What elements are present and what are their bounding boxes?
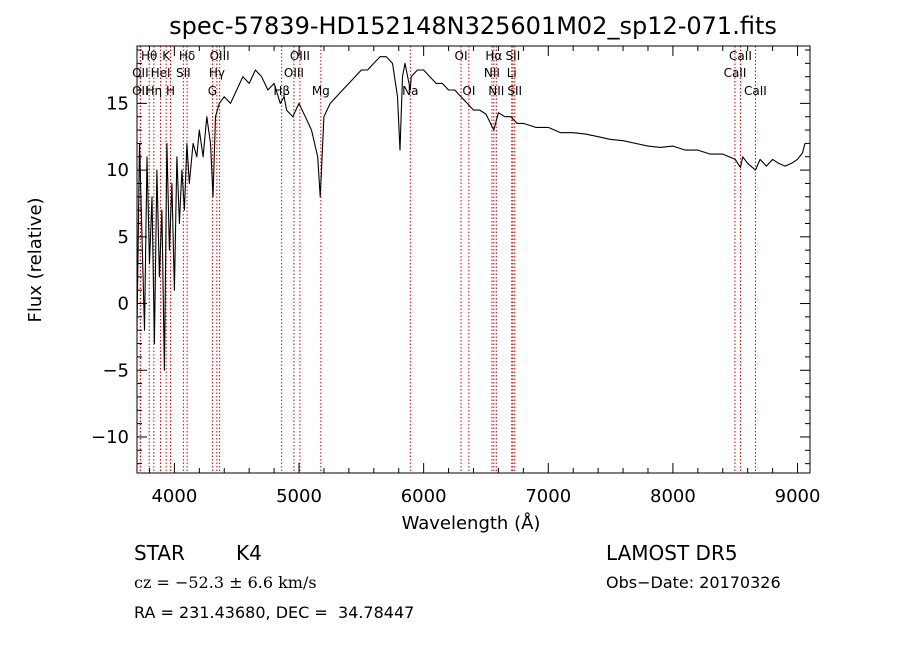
emission-line-label: G: [208, 84, 217, 98]
x-axis-label: Wavelength (Å): [402, 512, 541, 534]
y-tick-label: −5: [102, 360, 129, 381]
x-tick-label: 8000: [650, 486, 696, 507]
emission-line-label: SII: [176, 66, 191, 80]
emission-line-label: Hα: [485, 49, 502, 63]
y-tick-label: 0: [118, 294, 129, 315]
x-tick-label: 5000: [276, 486, 322, 507]
axis-ticks: 4000 5000 6000 7000 8000 9000 −10 −5 0 5 10 15: [91, 46, 820, 507]
x-tick-label: 4000: [151, 486, 197, 507]
emission-line-label: CaII: [729, 49, 752, 63]
x-tick-label: 7000: [525, 486, 571, 507]
spectrum-layer: [136, 56, 806, 371]
emission-line-label: Hγ: [209, 66, 225, 80]
y-tick-label: 5: [118, 227, 129, 248]
emission-line-label: Li: [507, 66, 517, 80]
emission-line-label: Hη: [146, 84, 163, 98]
object-subclass: K4: [236, 541, 262, 565]
redshift-readout: cz = −52.3 ± 6.6 km/s: [134, 573, 317, 592]
emission-line-label: OIII: [284, 66, 304, 80]
emission-line-label: NII: [484, 66, 500, 80]
survey-name: LAMOST DR5: [606, 541, 738, 565]
observation-date: Obs−Date: 20170326: [606, 573, 781, 592]
emission-line-label: SII: [507, 84, 522, 98]
emission-line-label: OII: [132, 66, 149, 80]
emission-line-label: H: [166, 84, 175, 98]
y-axis-label: Flux (relative): [25, 197, 46, 322]
emission-line-label: CaII: [724, 66, 747, 80]
emission-line-label: SII: [506, 49, 521, 63]
emission-line-label: OI: [462, 84, 475, 98]
y-tick-label: 10: [106, 160, 129, 181]
emission-line-label: NII: [488, 84, 504, 98]
emission-line-label: HeI: [151, 66, 171, 80]
emission-line-label: Mg: [312, 84, 330, 98]
emission-line-label: OI: [455, 49, 468, 63]
emission-line-label: OII: [132, 84, 149, 98]
emission-line-label: Hθ: [141, 49, 157, 63]
emission-line-label: OIII: [210, 49, 230, 63]
emission-lines-layer: [139, 46, 756, 473]
spectrum-series-line: [136, 56, 806, 371]
emission-line-label: K: [162, 49, 171, 63]
x-tick-label: 6000: [401, 486, 447, 507]
emission-line-label: Hβ: [273, 84, 290, 98]
x-tick-label: 9000: [775, 486, 821, 507]
coordinates: RA = 231.43680, DEC = 34.78447: [134, 603, 415, 622]
emission-line-label: Na: [402, 84, 418, 98]
emission-line-label: OIII: [290, 49, 310, 63]
y-tick-label: 15: [106, 93, 129, 114]
chart-title: spec-57839-HD152148N325601M02_sp12-071.f…: [169, 12, 777, 40]
emission-line-label: Hδ: [179, 49, 195, 63]
object-class: STAR: [134, 541, 185, 565]
y-tick-label: −10: [91, 427, 129, 448]
emission-line-label: CaII: [744, 84, 767, 98]
